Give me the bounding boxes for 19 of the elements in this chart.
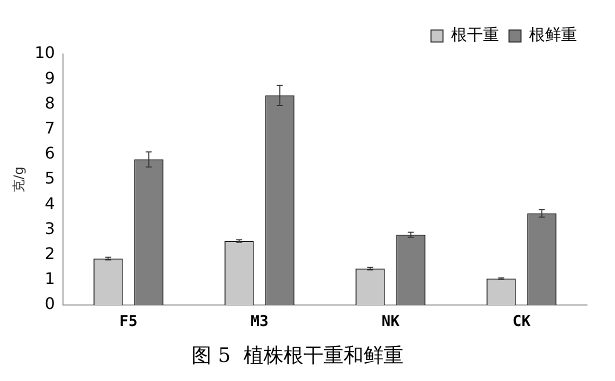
legend-label: 根干重 <box>451 25 499 44</box>
y-tick-label: 0 <box>44 294 55 314</box>
x-tick-label: F5 <box>119 312 138 330</box>
y-tick-label: 4 <box>44 194 55 213</box>
y-tick-label: 2 <box>44 244 55 263</box>
y-tick-label: 7 <box>44 118 55 138</box>
text: 图 5 植株根干重和鲜重 <box>192 343 404 368</box>
x-tick-label: CK <box>512 312 531 330</box>
y-axis-title: 克/g <box>12 166 28 192</box>
y-tick-label: 5 <box>44 168 55 188</box>
y-tick-label: 9 <box>44 68 55 88</box>
y-tick-label: 6 <box>44 144 55 163</box>
x-tick-label: NK <box>381 312 400 330</box>
y-tick-label: 1 <box>44 269 55 288</box>
x-tick-label: M3 <box>250 312 269 330</box>
legend-label: 根鲜重 <box>529 25 577 44</box>
y-tick-label: 3 <box>44 218 55 238</box>
y-tick-label: 8 <box>44 93 55 112</box>
y-tick-label: 10 <box>34 43 55 62</box>
